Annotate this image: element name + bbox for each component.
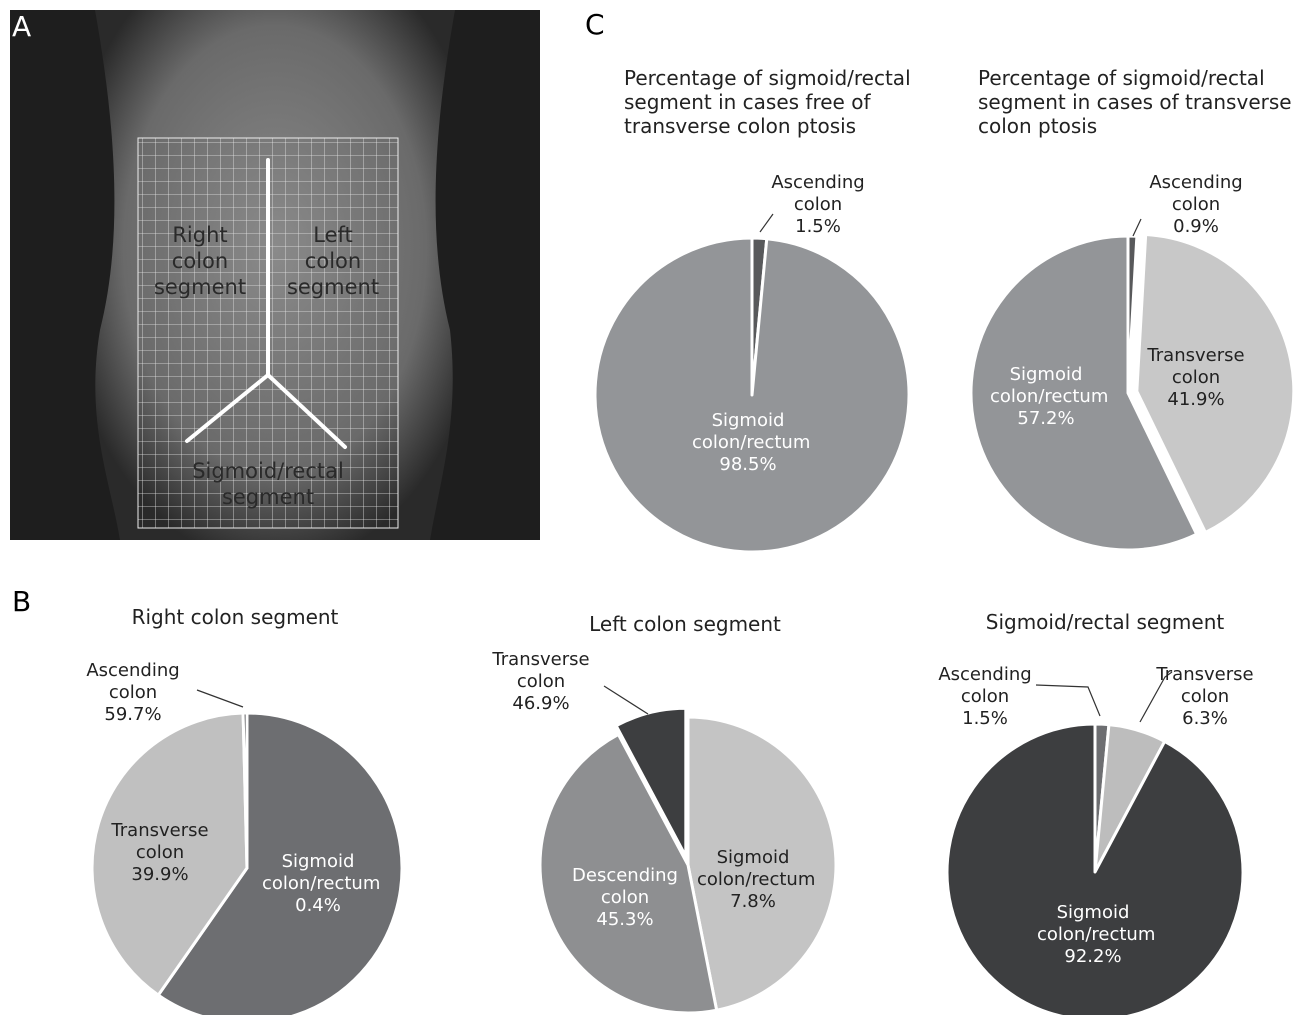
slice-category: Ascending colon <box>1149 172 1243 215</box>
pie-slice <box>945 722 1245 1015</box>
pie-slice <box>1135 232 1296 534</box>
slice-label: Sigmoid colon/rectum 92.2% <box>1023 902 1163 968</box>
pie-slice <box>538 732 719 1015</box>
leader-line <box>759 213 774 233</box>
xray-image <box>10 10 540 540</box>
chart-title: Percentage of sigmoid/rectal segment in … <box>978 66 1292 138</box>
slice-label: Descending colon 45.3% <box>555 865 695 931</box>
slice-value-label: 1.5% <box>795 216 841 237</box>
panel-label: A <box>12 10 32 43</box>
slice-category: Sigmoid colon/rectum <box>990 364 1109 407</box>
slice-label: Sigmoid colon/rectum 57.2% <box>976 364 1116 430</box>
pie-slice <box>593 236 911 554</box>
slice-label: Sigmoid colon/rectum 98.5% <box>678 410 818 476</box>
panel-label: B <box>12 585 32 618</box>
slice-category: Transverse colon <box>1156 664 1254 707</box>
slice-category: Ascending colon <box>771 172 865 215</box>
slice-label: Sigmoid colon/rectum 7.8% <box>683 847 823 913</box>
slice-category: Transverse colon <box>1147 345 1245 388</box>
slice-category: Sigmoid colon/rectum <box>692 410 811 453</box>
slice-label: Transverse colon 41.9% <box>1126 345 1266 411</box>
slice-value-label: 57.2% <box>1017 408 1075 429</box>
slice-label: Transverse colon 39.9% <box>90 820 230 886</box>
slice-value-label: 92.2% <box>1064 946 1122 967</box>
leader-line <box>1035 684 1101 717</box>
slice-value-label: 1.5% <box>962 708 1008 729</box>
chart-title: Right colon segment <box>131 605 339 629</box>
pie-slice <box>614 706 688 858</box>
slice-value-label: 7.8% <box>730 891 776 912</box>
pie-slice <box>241 711 249 870</box>
slice-value-label: 98.5% <box>719 454 777 475</box>
slice-value-label: 0.9% <box>1173 216 1219 237</box>
slice-category: Ascending colon <box>938 664 1032 707</box>
region-label: Right colon segment <box>153 223 247 299</box>
pie-slice <box>156 711 404 1015</box>
leader-line <box>1139 671 1173 723</box>
slice-value-label: 39.9% <box>131 864 189 885</box>
slice-category: Descending colon <box>572 865 678 908</box>
panel-label: C <box>585 8 605 41</box>
slice-value-label: 6.3% <box>1182 708 1228 729</box>
leader-line <box>1132 218 1142 237</box>
slice-category: Transverse colon <box>492 649 590 692</box>
leader-line <box>196 689 244 708</box>
slice-value-label: 45.3% <box>596 909 654 930</box>
slice-value-label: 0.4% <box>295 895 341 916</box>
slice-category: Ascending colon <box>86 660 180 703</box>
slice-category: Transverse colon <box>111 820 209 863</box>
chart-title: Sigmoid/rectal segment <box>985 610 1225 634</box>
slice-label: Ascending colon 1.5% <box>748 172 888 238</box>
slice-label: Transverse colon 46.9% <box>471 649 611 715</box>
slice-category: Sigmoid colon/rectum <box>1037 902 1156 945</box>
pie-slice <box>686 715 838 1012</box>
slice-category: Sigmoid colon/rectum <box>697 847 816 890</box>
pie-slice <box>969 234 1199 552</box>
slice-value-label: 41.9% <box>1167 389 1225 410</box>
slice-label: Ascending colon 1.5% <box>915 664 1055 730</box>
slice-category: Sigmoid colon/rectum <box>262 851 381 894</box>
region-label: Left colon segment <box>286 223 380 299</box>
slice-label: Transverse colon 6.3% <box>1135 664 1275 730</box>
region-label: Sigmoid/rectal segment <box>192 459 344 509</box>
slice-label: Ascending colon 59.7% <box>63 660 203 726</box>
chart-title: Left colon segment <box>589 612 781 636</box>
chart-title: Percentage of sigmoid/rectal segment in … <box>624 66 911 138</box>
pie-slice <box>90 711 249 997</box>
leader-line <box>603 685 649 715</box>
slice-value-label: 59.7% <box>104 704 162 725</box>
slice-label: Sigmoid colon/rectum 0.4% <box>248 851 388 917</box>
slice-label: Ascending colon 0.9% <box>1126 172 1266 238</box>
slice-value-label: 46.9% <box>512 693 570 714</box>
